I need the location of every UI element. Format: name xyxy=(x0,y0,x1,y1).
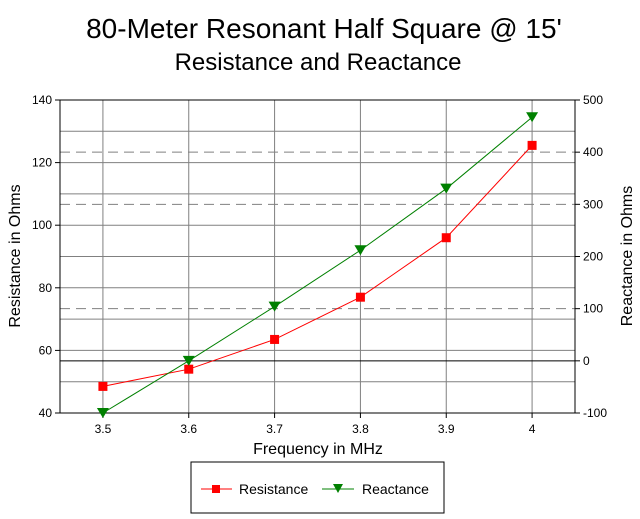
chart-subtitle: Resistance and Reactance xyxy=(175,49,462,76)
left-axis: 40 60 80 100 120 140 xyxy=(32,93,60,420)
y-tick-label: 120 xyxy=(32,156,52,170)
data-point-resistance xyxy=(98,381,108,391)
legend-box xyxy=(190,461,445,514)
x-tick-label: 3.7 xyxy=(266,422,283,436)
data-point-resistance xyxy=(355,292,365,302)
series-group xyxy=(96,112,539,418)
right-axis: -100 0 100 200 300 400 500 xyxy=(575,93,607,420)
y2-tick-label: 100 xyxy=(583,302,603,316)
x-axis-label: Frequency in MHz xyxy=(253,441,383,458)
x-tick-label: 3.8 xyxy=(352,422,369,436)
chart-title: 80-Meter Resonant Half Square @ 15' xyxy=(86,13,562,44)
y-tick-label: 100 xyxy=(32,218,52,232)
data-point-reactance xyxy=(96,408,109,418)
data-point-resistance xyxy=(270,334,280,344)
data-point-reactance xyxy=(268,301,281,312)
legend-reactance-marker xyxy=(333,484,343,493)
x-tick-label: 4 xyxy=(529,422,536,436)
data-point-resistance xyxy=(441,233,451,243)
y2-tick-label: 200 xyxy=(583,250,603,264)
x-tick-label: 3.9 xyxy=(438,422,455,436)
grid xyxy=(60,100,575,413)
legend-resistance-label: Resistance xyxy=(239,481,308,497)
y2-tick-label: 400 xyxy=(583,145,603,159)
data-point-reactance xyxy=(354,245,367,256)
x-tick-label: 3.6 xyxy=(180,422,197,436)
legend-resistance-marker xyxy=(212,485,220,493)
y2-tick-label: 0 xyxy=(583,354,590,368)
y-tick-label: 40 xyxy=(39,406,53,420)
series-line-reactance xyxy=(102,116,533,414)
x-axis: 3.5 3.6 3.7 3.8 3.9 4 xyxy=(95,413,536,436)
x-tick-label: 3.5 xyxy=(95,422,112,436)
y-axis-label: Resistance in Ohms xyxy=(7,184,24,327)
y2-tick-label: 500 xyxy=(583,93,603,107)
y2-tick-label: -100 xyxy=(583,406,607,420)
legend-reactance-label: Reactance xyxy=(362,481,429,497)
y2-axis-label: Reactance in Ohms xyxy=(619,186,636,327)
data-point-reactance xyxy=(182,355,195,366)
data-point-resistance xyxy=(184,364,194,374)
data-point-reactance xyxy=(526,112,539,123)
series-line-resistance xyxy=(102,145,533,387)
data-point-reactance xyxy=(440,183,453,194)
y-tick-label: 140 xyxy=(32,93,52,107)
y2-tick-label: 300 xyxy=(583,197,603,211)
data-point-resistance xyxy=(527,140,537,150)
y-tick-label: 60 xyxy=(39,343,53,357)
y-tick-label: 80 xyxy=(39,281,53,295)
legend: Resistance Reactance xyxy=(190,461,445,514)
